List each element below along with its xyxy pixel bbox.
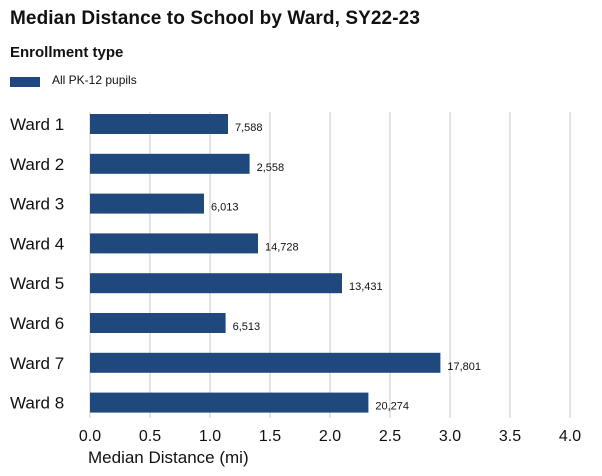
x-tick-label: 1.5 xyxy=(259,428,281,445)
bar-ward-5 xyxy=(90,273,342,294)
x-tick-label: 0.0 xyxy=(79,428,101,445)
x-axis-label: Median Distance (mi) xyxy=(88,448,249,467)
bar-ward-8 xyxy=(90,392,369,413)
data-label: 20,274 xyxy=(375,401,409,413)
legend-label: All PK-12 pupils xyxy=(52,73,137,87)
data-label: 7,588 xyxy=(235,122,263,134)
bar-ward-7 xyxy=(90,352,441,373)
data-label: 14,728 xyxy=(265,241,299,253)
x-tick-label: 2.0 xyxy=(319,428,341,445)
x-tick-label: 3.5 xyxy=(499,428,521,445)
y-tick-label: Ward 2 xyxy=(10,155,64,174)
y-tick-label: Ward 1 xyxy=(10,115,64,134)
y-tick-label: Ward 3 xyxy=(10,195,64,214)
chart-title: Median Distance to School by Ward, SY22-… xyxy=(10,8,420,29)
data-label: 6,513 xyxy=(233,321,261,333)
bar-ward-4 xyxy=(90,233,258,254)
y-tick-label: Ward 7 xyxy=(10,354,64,373)
data-label: 6,013 xyxy=(211,202,239,214)
y-tick-label: Ward 4 xyxy=(10,234,64,253)
data-label: 17,801 xyxy=(447,361,481,373)
bar-ward-3 xyxy=(90,193,204,214)
bar-ward-2 xyxy=(90,153,250,174)
x-tick-label: 0.5 xyxy=(139,428,161,445)
y-tick-label: Ward 5 xyxy=(10,274,64,293)
y-tick-label: Ward 8 xyxy=(10,394,64,413)
x-tick-label: 3.0 xyxy=(439,428,461,445)
data-label: 13,431 xyxy=(349,281,383,293)
x-tick-label: 1.0 xyxy=(199,428,221,445)
legend-swatch xyxy=(10,77,40,87)
bar-ward-6 xyxy=(90,313,226,333)
data-label: 2,558 xyxy=(257,162,285,174)
y-tick-label: Ward 6 xyxy=(10,314,64,333)
x-tick-label: 2.5 xyxy=(379,428,401,445)
bar-ward-1 xyxy=(90,114,228,134)
x-tick-label: 4.0 xyxy=(559,428,581,445)
legend-title: Enrollment type xyxy=(10,44,124,61)
